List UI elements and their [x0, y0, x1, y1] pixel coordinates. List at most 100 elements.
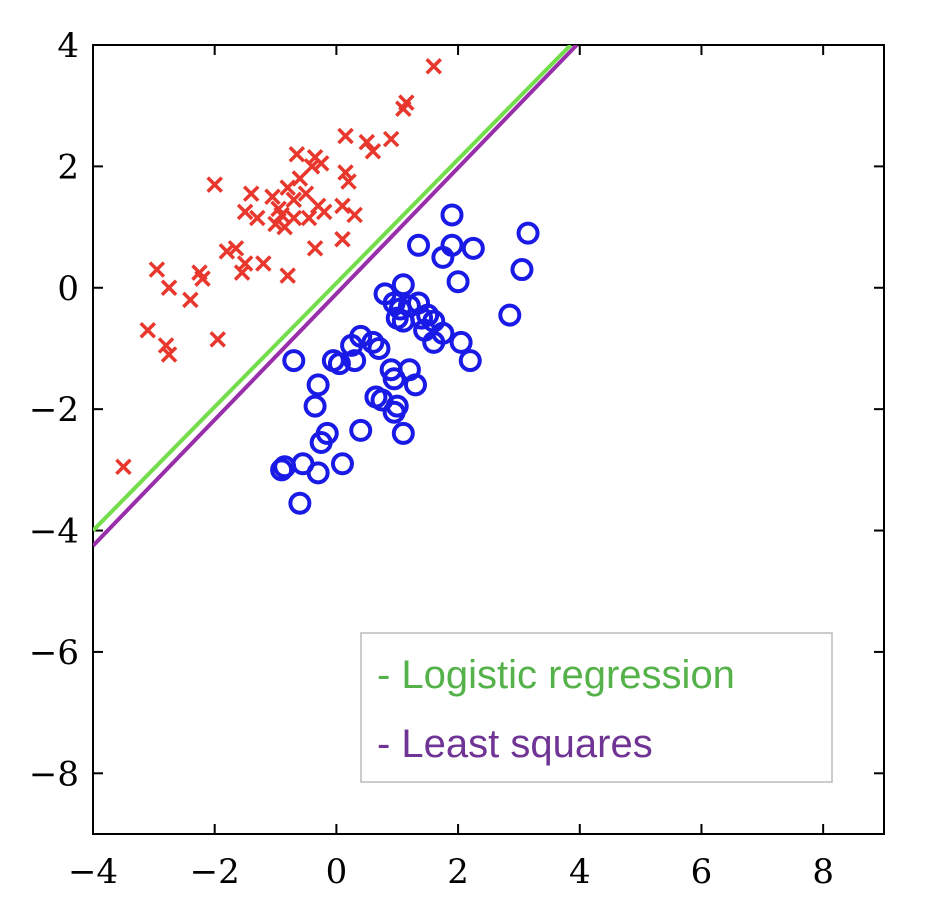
circle-point: [270, 458, 294, 482]
cross-point: [242, 185, 260, 202]
y-tick-label: −2: [29, 390, 79, 430]
circle-point: [440, 233, 464, 257]
circle-point: [440, 203, 464, 227]
cross-point: [160, 346, 178, 363]
circle-point: [349, 418, 373, 442]
circle-point: [367, 336, 391, 360]
circle-point: [327, 352, 351, 376]
cross-point: [306, 240, 324, 257]
cross-stroke: [340, 173, 357, 190]
y-tick-label: 0: [57, 269, 79, 309]
circle-point: [303, 394, 327, 418]
cross-stroke: [303, 158, 321, 175]
cross-point: [279, 179, 296, 196]
cross-stroke: [358, 133, 376, 151]
cross-point: [218, 243, 236, 260]
circle-point: [498, 303, 522, 327]
circle-point: [382, 291, 406, 315]
cross-point: [364, 142, 382, 160]
cross-stroke: [279, 179, 296, 196]
cross-point: [312, 155, 330, 172]
cross-point: [346, 206, 363, 224]
circle-point: [461, 236, 485, 260]
cross-point: [303, 158, 321, 175]
cross-stroke: [182, 291, 199, 309]
cross-point: [337, 127, 354, 145]
cross-stroke: [157, 337, 175, 354]
cross-point: [139, 322, 156, 339]
circle-point: [407, 233, 431, 257]
circle-point: [449, 330, 473, 354]
circle-point: [361, 330, 385, 354]
cross-stroke: [209, 331, 226, 348]
cross-point: [382, 130, 400, 148]
cross-stroke: [334, 230, 351, 248]
circle-point: [343, 349, 367, 373]
cross-point: [160, 279, 178, 297]
cross-point: [315, 203, 333, 221]
cross-stroke: [285, 209, 303, 227]
cross-stroke: [160, 279, 178, 297]
circle-point: [446, 270, 470, 294]
x-tick-label: 2: [447, 852, 469, 892]
cross-point: [425, 58, 442, 75]
cross-point: [288, 146, 306, 163]
cross-point: [236, 255, 254, 272]
circle-point: [288, 491, 312, 515]
cross-point: [115, 458, 132, 476]
circle-point: [306, 461, 330, 485]
cross-point: [285, 209, 303, 227]
x-tick-label: 8: [812, 852, 834, 892]
cross-stroke: [270, 200, 287, 218]
cross-point: [273, 206, 290, 224]
y-tick-label: −8: [29, 754, 79, 794]
x-tick-label: −2: [190, 852, 240, 892]
cross-point: [300, 209, 318, 227]
cross-stroke: [218, 243, 236, 260]
cross-stroke: [236, 203, 254, 221]
cross-stroke: [194, 270, 211, 287]
legend-item-least-squares: - Least squares: [377, 722, 653, 766]
cross-stroke: [160, 346, 178, 363]
cross-point: [264, 188, 281, 205]
cross-point: [227, 240, 245, 257]
plot-marks: [93, 45, 579, 548]
y-tick-label: −4: [29, 512, 79, 552]
cross-stroke: [279, 267, 296, 284]
cross-stroke: [337, 164, 354, 181]
cross-stroke: [291, 170, 309, 187]
circle-point: [306, 373, 330, 397]
cross-stroke: [139, 322, 156, 339]
y-tick-label: 4: [57, 26, 79, 66]
cross-stroke: [288, 146, 306, 163]
cross-stroke: [191, 264, 208, 281]
cross-stroke: [297, 185, 315, 202]
cross-stroke: [249, 209, 266, 227]
cross-point: [182, 291, 199, 309]
x-tick-label: 4: [569, 852, 591, 892]
cross-point: [249, 209, 266, 227]
cross-stroke: [425, 58, 442, 75]
circle-point: [391, 421, 415, 445]
cross-stroke: [337, 127, 354, 145]
cross-stroke: [364, 142, 382, 160]
cross-stroke: [206, 176, 223, 193]
decision-boundary-line: [93, 45, 579, 548]
cross-stroke: [267, 215, 284, 233]
legend-item-logistic-regression: - Logistic regression: [377, 653, 735, 697]
cross-point: [236, 203, 254, 221]
circle-point: [516, 221, 540, 245]
cross-point: [334, 230, 351, 248]
cross-stroke: [306, 240, 324, 257]
x-tick-label: −4: [68, 852, 118, 892]
cross-stroke: [115, 458, 132, 476]
circle-point: [458, 349, 482, 373]
cross-point: [358, 133, 376, 151]
x-tick-labels: −4 −2 0 2 4 6 8: [68, 852, 834, 892]
cross-stroke: [315, 203, 333, 221]
cross-stroke: [334, 197, 351, 215]
cross-stroke: [242, 185, 260, 202]
circle-point: [416, 303, 440, 327]
cross-stroke: [233, 264, 251, 281]
